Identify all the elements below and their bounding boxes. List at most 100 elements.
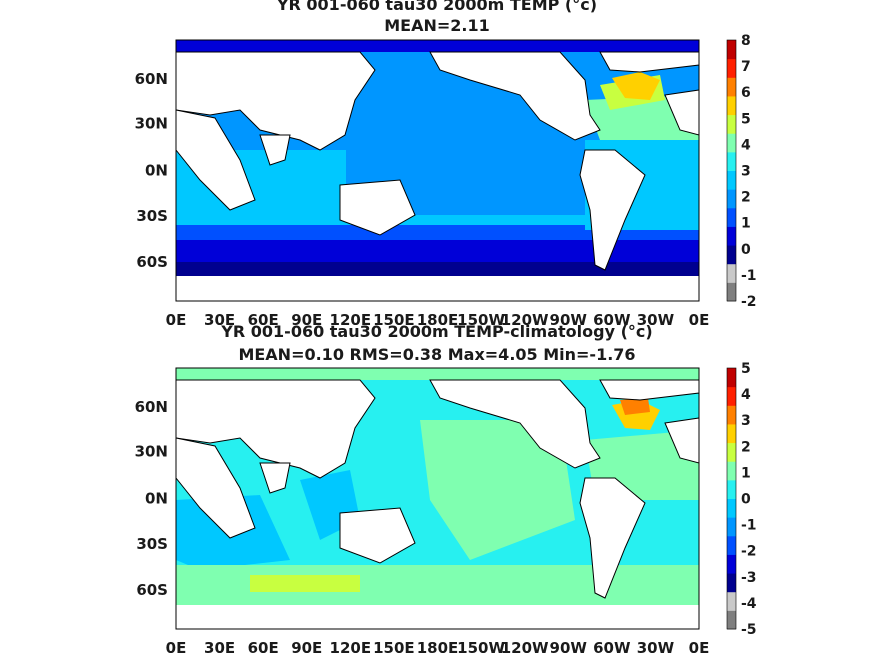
colorbar-swatch: [727, 77, 736, 97]
x-tick-label: 90E: [291, 639, 322, 656]
colorbar-swatch: [727, 95, 736, 116]
x-tick-label: 150W: [457, 639, 505, 656]
colorbar-swatch: [727, 114, 736, 134]
y-tick-label: 30S: [136, 207, 168, 225]
colorbar-tick-label: 8: [741, 33, 751, 49]
colorbar-tick-label: 3: [741, 413, 751, 429]
colorbar-swatch: [727, 442, 736, 462]
colorbar-tick-label: 5: [741, 361, 751, 377]
x-tick-label: 180E: [417, 639, 459, 656]
top-map: [175, 40, 700, 301]
top-frame: [175, 39, 700, 302]
colorbar-tick-label: 3: [741, 164, 751, 180]
colorbar-swatch: [727, 368, 736, 388]
panel-top: YR 001-060 tau30 2000m TEMP (°c) MEAN=2.…: [135, 0, 757, 329]
colorbar-tick-label: -2: [741, 294, 757, 310]
x-tick-label: 30W: [637, 311, 675, 329]
colorbar-frame: [726, 39, 737, 302]
bottom-map: [175, 368, 700, 629]
colorbar-swatch: [727, 151, 736, 171]
colorbar-tick-label: 5: [741, 111, 751, 127]
bottom-frame: [175, 367, 700, 630]
colorbar-swatch: [727, 498, 736, 518]
colorbar-swatch: [727, 207, 736, 227]
colorbar-tick-label: 0: [741, 242, 751, 258]
colorbar-swatch: [727, 170, 736, 190]
colorbar-swatch: [727, 591, 736, 611]
y-tick-label: 30N: [135, 443, 168, 461]
colorbar-tick-label: -1: [741, 268, 757, 284]
colorbar-swatch: [727, 263, 736, 283]
colorbar-swatch: [727, 554, 736, 574]
colorbar-swatch: [727, 386, 736, 406]
colorbar-swatch: [727, 226, 736, 246]
colorbar-tick-label: -2: [741, 544, 757, 560]
colorbar-swatch: [727, 245, 736, 265]
colorbar-tick-label: 1: [741, 465, 751, 481]
y-tick-label: 60S: [136, 581, 168, 599]
bottom-colorbar: 5 4 3 2 1 0 -1 -2 -3 -4 -5: [726, 361, 757, 638]
colorbar-tick-label: -1: [741, 518, 757, 534]
x-tick-label: 120W: [501, 639, 549, 656]
y-tick-label: 0N: [145, 162, 168, 180]
x-tick-label: 150E: [373, 639, 415, 656]
x-tick-label: 90W: [550, 639, 588, 656]
colorbar-swatch: [727, 610, 736, 630]
bottom-y-ticks: 60N 30N 0N 30S 60S: [135, 398, 168, 599]
colorbar-swatch: [727, 282, 736, 302]
panel-bottom: YR 001-060 tau30 2000m TEMP-climatology …: [135, 322, 757, 656]
y-tick-label: 0N: [145, 490, 168, 508]
colorbar-swatch: [727, 58, 736, 78]
colorbar-tick-label: 4: [741, 387, 751, 403]
colorbar-swatch: [727, 517, 736, 537]
y-tick-label: 30S: [136, 535, 168, 553]
x-tick-label: 0E: [689, 311, 710, 329]
x-tick-label: 150E: [373, 311, 415, 329]
colorbar-swatch: [727, 535, 736, 555]
colorbar-tick-label: -3: [741, 570, 757, 586]
x-tick-label: 30E: [204, 311, 235, 329]
y-tick-label: 60N: [135, 70, 168, 88]
x-tick-label: 0E: [689, 639, 710, 656]
x-tick-label: 0E: [166, 311, 187, 329]
colorbar-tick-label: 0: [741, 492, 751, 508]
top-y-ticks: 60N 30N 0N 30S 60S: [135, 70, 168, 271]
colorbar-tick-label: 2: [741, 439, 751, 455]
colorbar-swatch: [727, 423, 736, 444]
colorbar-tick-label: 2: [741, 190, 751, 206]
colorbar-tick-label: 6: [741, 85, 751, 101]
colorbar-swatch: [727, 133, 736, 153]
y-tick-label: 30N: [135, 115, 168, 133]
colorbar-swatch: [727, 479, 736, 499]
x-tick-label: 90E: [291, 311, 322, 329]
colorbar-swatch: [727, 40, 736, 60]
colorbar-swatch: [727, 189, 736, 209]
top-subtitle: MEAN=2.11: [384, 16, 490, 35]
colorbar-tick-label: 7: [741, 59, 751, 75]
colorbar-swatch: [727, 405, 736, 425]
bottom-title: YR 001-060 tau30 2000m TEMP-climatology …: [220, 322, 652, 341]
x-tick-label: 30W: [637, 639, 675, 656]
x-tick-label: 60E: [248, 639, 279, 656]
x-tick-label: 120E: [330, 311, 372, 329]
y-tick-label: 60N: [135, 398, 168, 416]
x-tick-label: 30E: [204, 639, 235, 656]
colorbar-frame: [726, 367, 737, 630]
colorbar-swatch: [727, 461, 736, 481]
y-tick-label: 60S: [136, 253, 168, 271]
x-tick-label: 120W: [501, 311, 549, 329]
x-tick-label: 90W: [550, 311, 588, 329]
colorbar-swatch: [727, 573, 736, 593]
x-tick-label: 180E: [417, 311, 459, 329]
x-tick-label: 60W: [593, 311, 631, 329]
colorbar-tick-label: 1: [741, 216, 751, 232]
colorbar-tick-label: -4: [741, 596, 757, 612]
top-colorbar: 8 7 6 5 4 3 2 1 0 -1 -2: [726, 33, 757, 310]
top-title: YR 001-060 tau30 2000m TEMP (°c): [276, 0, 597, 14]
x-tick-label: 150W: [457, 311, 505, 329]
x-tick-label: 60E: [248, 311, 279, 329]
x-tick-label: 60W: [593, 639, 631, 656]
